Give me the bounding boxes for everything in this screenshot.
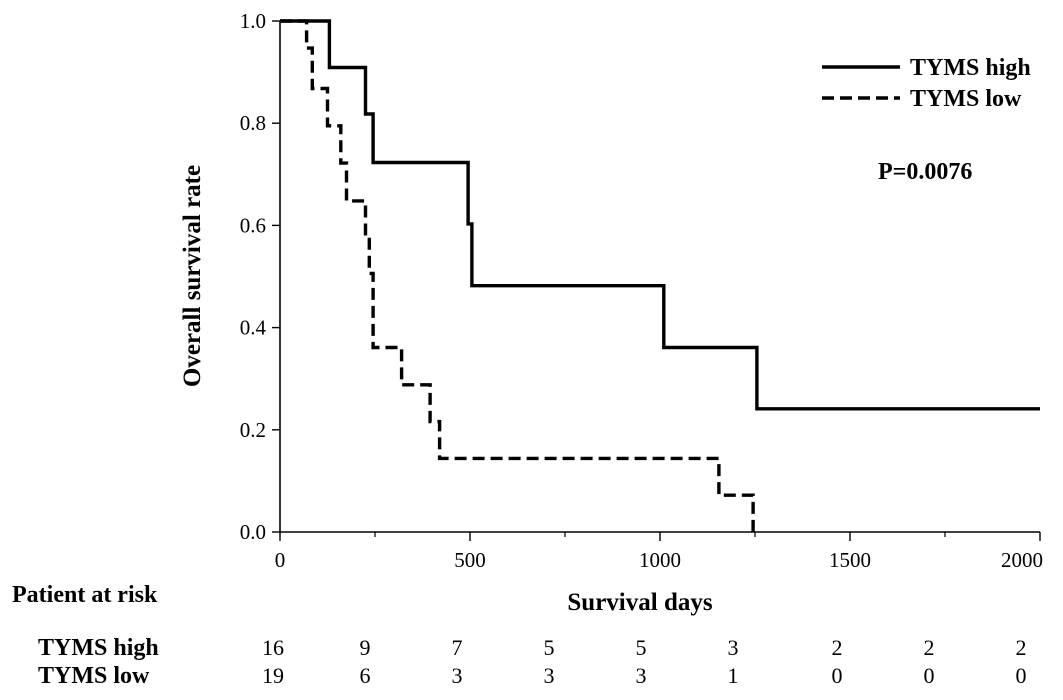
x-tick-label: 1000 [639, 548, 681, 572]
x-tick-label: 2000 [1001, 548, 1043, 572]
risk-count: 2 [924, 635, 935, 660]
risk-count: 3 [728, 635, 739, 660]
legend-label: TYMS high [910, 55, 1031, 81]
risk-count: 6 [360, 663, 371, 688]
y-tick-label: 1.0 [240, 9, 266, 33]
risk-count: 7 [452, 635, 463, 660]
series-line-tyms-low [280, 19, 755, 532]
risk-count: 0 [1016, 663, 1027, 688]
x-axis-title: Survival days [567, 589, 712, 616]
legend: TYMS high TYMS low [822, 55, 1031, 112]
y-tick-label: 0.2 [240, 418, 266, 442]
risk-count: 9 [360, 635, 371, 660]
y-tick-label: 0.0 [240, 520, 266, 544]
risk-count: 3 [636, 663, 647, 688]
risk-count: 19 [262, 663, 284, 688]
y-axis-title: Overall survival rate [179, 165, 206, 387]
risk-count: 5 [544, 635, 555, 660]
risk-count: 0 [924, 663, 935, 688]
series-layer [280, 19, 1040, 532]
risk-count: 3 [452, 663, 463, 688]
y-tick-label: 0.4 [240, 316, 267, 340]
series-line-tyms-high [280, 19, 1040, 411]
legend-label: TYMS low [910, 86, 1022, 112]
risk-count: 1 [728, 663, 739, 688]
y-tick-label: 0.8 [240, 111, 266, 135]
risk-count: 5 [636, 635, 647, 660]
risk-count: 2 [832, 635, 843, 660]
risk-count: 0 [832, 663, 843, 688]
p-value-annotation: P=0.0076 [878, 159, 972, 185]
risk-row-label: TYMS high [38, 635, 159, 661]
risk-row-label: TYMS low [38, 663, 150, 689]
x-tick-label: 1500 [829, 548, 871, 572]
axes: 0.0 0.2 0.4 0.6 0.8 1.0 0 500 1000 1500 2000 [240, 9, 1043, 572]
risk-count: 2 [1016, 635, 1027, 660]
risk-count: 16 [262, 635, 284, 660]
risk-table: Patient at risk TYMS high 16 9 7 5 5 3 2 2 2TYMS … [12, 582, 1027, 689]
x-tick-label: 0 [275, 548, 286, 572]
risk-count: 3 [544, 663, 555, 688]
y-tick-label: 0.6 [240, 213, 266, 237]
risk-table-title: Patient at risk [12, 582, 158, 608]
x-tick-label: 500 [454, 548, 486, 572]
